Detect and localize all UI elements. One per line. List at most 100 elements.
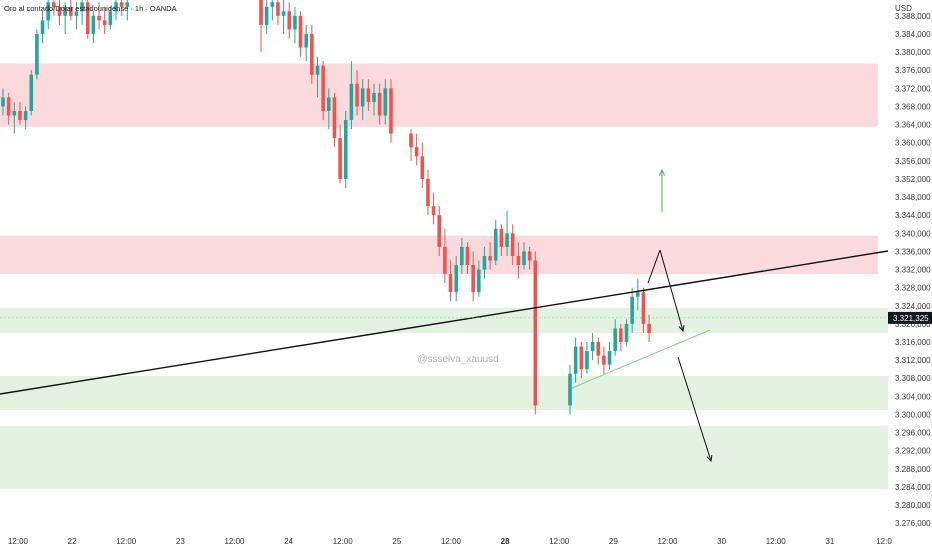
candle-body (315, 65, 320, 75)
candle-body (23, 110, 28, 121)
candle (46, 0, 50, 30)
candle-body (108, 11, 113, 25)
price-tick-label: 3.316,000 (895, 338, 931, 347)
candle-body (366, 88, 371, 102)
candle-body (377, 92, 382, 116)
candle-body (471, 265, 475, 293)
zones-layer (0, 63, 888, 490)
candle-body (46, 2, 50, 21)
candle-body (102, 20, 107, 25)
candle (527, 246, 532, 270)
candle-body (349, 83, 354, 121)
candle (493, 219, 498, 265)
price-tick-label: 3.280,000 (895, 501, 931, 510)
candle (619, 323, 623, 352)
candle (264, 0, 269, 34)
candle-body (63, 6, 67, 16)
candle (321, 61, 325, 121)
price-tick-label: 3.380,000 (895, 48, 931, 57)
candle (18, 101, 22, 125)
candle (641, 287, 646, 333)
time-tick-label: 25 (392, 537, 401, 546)
time-tick-label: 24 (284, 537, 293, 546)
support-zone (0, 375, 888, 410)
candle (602, 346, 606, 374)
candle (108, 6, 113, 30)
candle-body (482, 255, 487, 270)
candle-body (448, 274, 453, 293)
candle-body (298, 15, 303, 48)
candle-body (97, 15, 101, 21)
candle (287, 2, 292, 39)
candle-body (281, 11, 286, 16)
candle (533, 251, 538, 415)
candle-body (276, 2, 280, 16)
candle-body (310, 33, 314, 75)
time-tick-label: 22 (68, 537, 77, 546)
candle-body (287, 11, 292, 30)
candle-body (125, 2, 130, 7)
candle-body (360, 88, 365, 107)
candle-body (533, 260, 538, 406)
candle-body (420, 156, 425, 179)
time-tick-label: 28 (501, 537, 510, 546)
path-segment (647, 249, 661, 284)
candle-body (641, 292, 646, 324)
up-arrow (658, 168, 666, 212)
candle-body (355, 83, 359, 107)
candle-body (499, 228, 504, 247)
last-price-box (888, 311, 932, 324)
price-tick-label: 3.312,000 (895, 356, 931, 365)
candle (389, 79, 393, 143)
candle (293, 6, 297, 44)
candle (23, 106, 28, 130)
candle (35, 29, 39, 80)
price-tick-label: 3.384,000 (895, 30, 931, 39)
candle (414, 133, 419, 166)
candle (343, 110, 348, 188)
candle-body (12, 110, 17, 116)
time-tick-label: 12:00 (333, 537, 354, 546)
last-price-label: 3.321,325 (893, 314, 929, 323)
candle (304, 24, 308, 62)
candle-body (437, 215, 442, 247)
time-axis-bg (0, 532, 932, 550)
time-tick-label: 12:0 (876, 537, 892, 546)
candle (6, 92, 11, 125)
time-tick-label: 12:00 (549, 537, 570, 546)
price-axis-bg (888, 0, 932, 550)
resistance-zone (0, 63, 878, 127)
candle (460, 237, 464, 275)
candle (607, 342, 612, 370)
candle-body (477, 269, 481, 293)
candle (505, 210, 509, 256)
candle-body (630, 296, 634, 324)
watermark: @ssselva_xauusd (417, 354, 498, 365)
candle (332, 92, 337, 148)
candle-body (40, 20, 45, 34)
candle-body (431, 206, 436, 216)
time-tick-label: 12:00 (224, 537, 245, 546)
candle (579, 342, 584, 379)
candle (366, 79, 371, 111)
candle (29, 70, 34, 116)
support-zone (0, 308, 888, 333)
candle-body (454, 265, 458, 293)
candle (437, 206, 442, 256)
candle-body (18, 110, 22, 121)
candle (482, 246, 487, 279)
candle (360, 79, 365, 121)
candle-body (57, 6, 62, 16)
time-tick-label: 12:00 (8, 537, 29, 546)
candle-body (69, 6, 73, 16)
candle (102, 6, 107, 34)
time-tick-label: 30 (717, 537, 726, 546)
candle-body (304, 33, 308, 48)
price-tick-label: 3.276,000 (895, 519, 931, 528)
candle (522, 242, 526, 270)
candle (636, 278, 640, 311)
price-tick-label: 3.328,000 (895, 284, 931, 293)
candle (259, 0, 263, 53)
